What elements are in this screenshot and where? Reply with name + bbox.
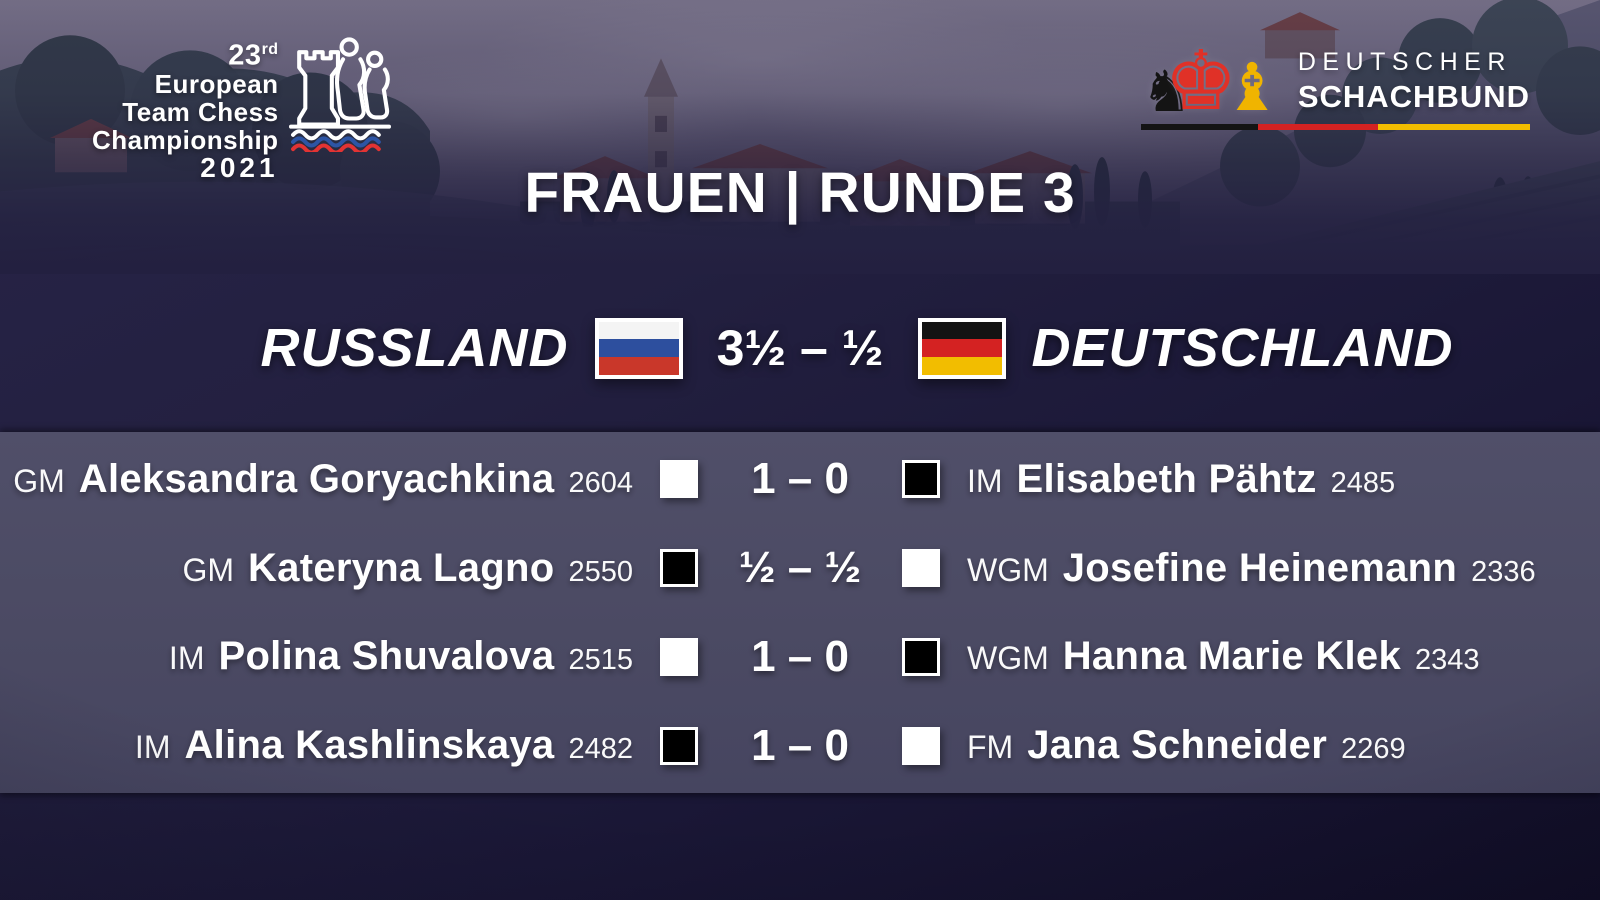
black-knight-icon: ♞ (1141, 58, 1193, 125)
away-player-title: FM (967, 729, 1014, 766)
white-color-square (660, 460, 698, 499)
away-player-name: Jana Schneider (1027, 723, 1328, 768)
black-color-square (660, 549, 698, 588)
home-player: GM Kateryna Lagno 2550 (16, 546, 633, 591)
away-player: FM Jana Schneider 2269 (967, 723, 1584, 768)
away-player-rating: 2336 (1471, 555, 1536, 588)
board-score: 1 – 0 (751, 631, 849, 681)
home-player: IM Alina Kashlinskaya 2482 (16, 723, 633, 768)
away-player-rating: 2269 (1341, 733, 1406, 766)
away-player-title: IM (967, 462, 1003, 499)
home-player-title: GM (13, 462, 65, 499)
board-row: GM Kateryna Lagno 2550 ½ – ½ WGM Josefin… (16, 524, 1584, 613)
away-player-name: Elisabeth Pähtz (1016, 456, 1317, 501)
event-name-line: Team Chess (122, 96, 279, 127)
away-player-title: WGM (967, 640, 1049, 677)
home-player-rating: 2604 (568, 466, 633, 499)
board-row: GM Aleksandra Goryachkina 2604 1 – 0 IM … (13, 435, 1584, 524)
event-year: 2021 (200, 151, 279, 183)
russia-flag (594, 317, 683, 379)
home-team-name: RUSSLAND (260, 318, 569, 378)
gold-bishop-icon: ♝ (1222, 49, 1282, 127)
federation-name-line2: SCHACHBUND (1297, 79, 1530, 115)
event-logo-mark-icon (288, 36, 391, 152)
event-logo: 23rd European Team Chess Championship 20… (92, 36, 391, 182)
black-color-square (902, 460, 940, 499)
white-color-square (660, 637, 698, 676)
background-tint-overlay (0, 0, 1600, 274)
away-player-title: WGM (967, 551, 1049, 588)
germany-flag (917, 317, 1006, 379)
home-player-rating: 2482 (568, 733, 633, 766)
away-team-name: DEUTSCHLAND (1031, 318, 1454, 378)
event-logo-text: 23rd European Team Chess Championship 20… (92, 36, 279, 182)
white-color-square (902, 726, 940, 765)
results-panel: GM Aleksandra Goryachkina 2604 1 – 0 IM … (0, 432, 1600, 793)
federation-logo-text: DEUTSCHER SCHACHBUND (1298, 48, 1530, 115)
board-row: IM Polina Shuvalova 2515 1 – 0 WGM Hanna… (16, 613, 1584, 702)
home-player-title: IM (168, 640, 205, 677)
event-name-line: European (154, 68, 279, 99)
home-player-rating: 2515 (568, 644, 633, 677)
board-score: ½ – ½ (738, 543, 862, 593)
home-player-name: Alina Kashlinskaya (184, 723, 555, 768)
match-score: 3½ – ½ (716, 320, 884, 376)
german-flag-bar (1141, 124, 1530, 131)
page-title: FRAUEN | RUNDE 3 (524, 161, 1076, 225)
board-score: 1 – 0 (751, 454, 849, 504)
federation-name-line1: DEUTSCHER (1297, 48, 1512, 77)
federation-logo: ♞ ♚ ♝ DEUTSCHER SCHACHBUND (1141, 34, 1530, 131)
home-player-title: GM (182, 551, 234, 588)
away-player: IM Elisabeth Pähtz 2485 (967, 457, 1584, 502)
white-color-square (902, 549, 940, 588)
black-color-square (660, 726, 698, 765)
red-king-icon: ♚ (1164, 34, 1238, 129)
home-player-name: Aleksandra Goryachkina (78, 456, 555, 501)
home-player-rating: 2550 (568, 555, 633, 588)
away-player-name: Hanna Marie Klek (1062, 634, 1402, 679)
event-name-line: Championship (92, 124, 279, 155)
board-score: 1 – 0 (751, 720, 849, 770)
home-player-name: Kateryna Lagno (247, 545, 555, 590)
event-edition: 23rd (228, 39, 279, 72)
away-player: WGM Josefine Heinemann 2336 (967, 546, 1584, 591)
away-player-name: Josefine Heinemann (1062, 545, 1458, 590)
away-player: WGM Hanna Marie Klek 2343 (967, 634, 1584, 679)
board-row: IM Alina Kashlinskaya 2482 1 – 0 FM Jana… (16, 701, 1584, 790)
home-player-title: IM (134, 729, 171, 766)
black-color-square (902, 637, 940, 676)
away-player-rating: 2485 (1330, 466, 1396, 499)
away-player-rating: 2343 (1415, 644, 1480, 677)
home-player: GM Aleksandra Goryachkina 2604 (13, 456, 633, 502)
home-player-name: Polina Shuvalova (218, 634, 555, 679)
home-player: IM Polina Shuvalova 2515 (16, 634, 633, 679)
match-header: RUSSLAND 3½ – ½ DEUTSCHLAND (0, 303, 1600, 393)
